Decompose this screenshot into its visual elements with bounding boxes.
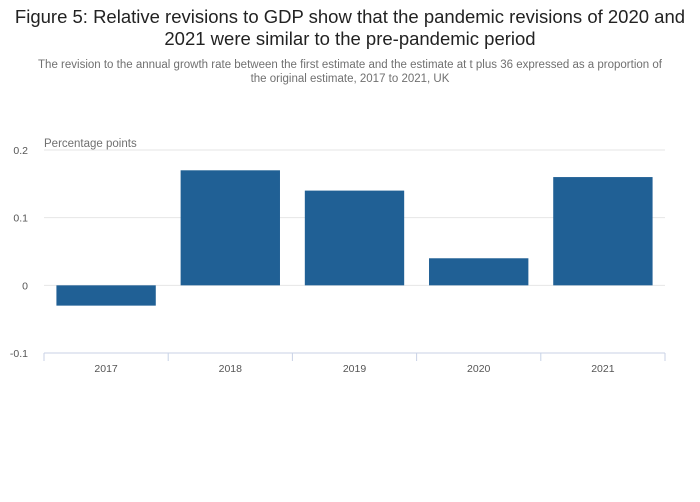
x-tick-label: 2019 bbox=[343, 363, 367, 375]
y-axis-label: Percentage points bbox=[44, 138, 137, 150]
bar-2017 bbox=[56, 285, 156, 306]
y-tick-label: 0.1 bbox=[13, 213, 28, 225]
x-tick-label: 2017 bbox=[94, 363, 118, 375]
y-axis-ticks: -0.1 0 0.1 0.2 bbox=[10, 145, 28, 360]
x-tick-label: 2020 bbox=[467, 363, 491, 375]
x-tick-label: 2021 bbox=[591, 363, 615, 375]
x-axis: 2017 2018 2019 2020 2021 bbox=[43, 352, 666, 375]
y-tick-label: 0 bbox=[22, 280, 28, 292]
bar-2019 bbox=[304, 190, 405, 286]
bar-2021 bbox=[553, 177, 653, 286]
chart-title: Figure 5: Relative revisions to GDP show… bbox=[14, 6, 686, 49]
bar-2018 bbox=[180, 170, 280, 286]
bars bbox=[56, 170, 653, 306]
chart-subtitle: The revision to the annual growth rate b… bbox=[38, 59, 662, 85]
x-tick-label: 2018 bbox=[219, 363, 243, 375]
bar-2020 bbox=[429, 258, 529, 286]
y-tick-label: 0.2 bbox=[13, 145, 28, 157]
y-tick-label: -0.1 bbox=[10, 348, 28, 360]
